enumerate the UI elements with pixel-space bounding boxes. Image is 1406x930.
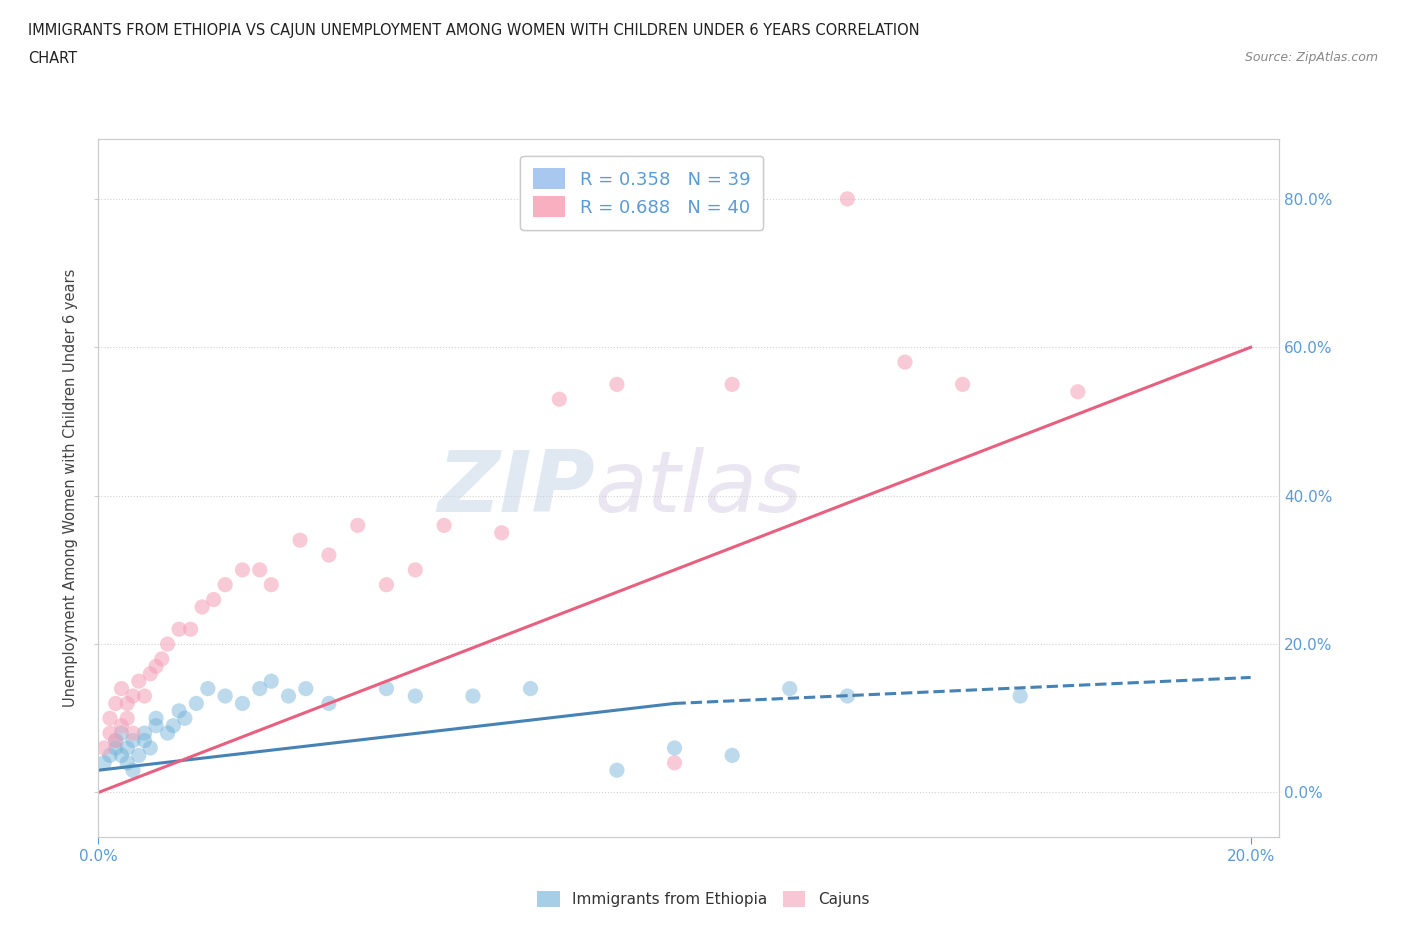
- Point: [122, 725, 145, 740]
- Text: IMMIGRANTS FROM ETHIOPIA VS CAJUN UNEMPLOYMENT AMONG WOMEN WITH CHILDREN UNDER 6: IMMIGRANTS FROM ETHIOPIA VS CAJUN UNEMPL…: [28, 23, 920, 38]
- Point: [115, 696, 138, 711]
- Legend: R = 0.358   N = 39, R = 0.688   N = 40: R = 0.358 N = 39, R = 0.688 N = 40: [520, 155, 763, 230]
- Point: [491, 525, 513, 540]
- Point: [346, 518, 368, 533]
- Point: [104, 733, 127, 748]
- Point: [375, 681, 398, 696]
- Point: [122, 688, 145, 703]
- Point: [186, 696, 208, 711]
- Point: [519, 681, 541, 696]
- Text: atlas: atlas: [595, 446, 803, 530]
- Y-axis label: Unemployment Among Women with Children Under 6 years: Unemployment Among Women with Children U…: [63, 269, 79, 708]
- Point: [231, 563, 253, 578]
- Point: [145, 658, 167, 673]
- Point: [249, 563, 271, 578]
- Point: [837, 688, 859, 703]
- Point: [214, 688, 236, 703]
- Point: [167, 622, 190, 637]
- Point: [260, 673, 283, 688]
- Point: [110, 718, 132, 733]
- Point: [156, 637, 179, 652]
- Point: [214, 578, 236, 592]
- Point: [249, 681, 271, 696]
- Point: [231, 696, 253, 711]
- Legend: Immigrants from Ethiopia, Cajuns: Immigrants from Ethiopia, Cajuns: [530, 884, 876, 913]
- Point: [115, 711, 138, 725]
- Point: [375, 578, 398, 592]
- Point: [110, 748, 132, 763]
- Point: [779, 681, 801, 696]
- Point: [837, 192, 859, 206]
- Point: [721, 748, 744, 763]
- Point: [98, 725, 121, 740]
- Point: [110, 681, 132, 696]
- Text: Source: ZipAtlas.com: Source: ZipAtlas.com: [1244, 51, 1378, 64]
- Point: [202, 592, 225, 607]
- Point: [277, 688, 299, 703]
- Point: [145, 718, 167, 733]
- Point: [150, 652, 173, 667]
- Point: [664, 740, 686, 755]
- Point: [134, 733, 156, 748]
- Point: [104, 733, 127, 748]
- Point: [404, 563, 426, 578]
- Point: [173, 711, 195, 725]
- Point: [180, 622, 202, 637]
- Point: [98, 711, 121, 725]
- Point: [318, 548, 340, 563]
- Point: [404, 688, 426, 703]
- Point: [134, 725, 156, 740]
- Point: [162, 718, 184, 733]
- Point: [1010, 688, 1032, 703]
- Point: [128, 748, 150, 763]
- Point: [139, 666, 162, 681]
- Point: [433, 518, 456, 533]
- Point: [295, 681, 318, 696]
- Text: CHART: CHART: [28, 51, 77, 66]
- Point: [104, 696, 127, 711]
- Point: [128, 673, 150, 688]
- Point: [93, 740, 115, 755]
- Point: [461, 688, 484, 703]
- Point: [134, 688, 156, 703]
- Point: [606, 377, 628, 392]
- Point: [894, 354, 917, 369]
- Point: [548, 392, 571, 406]
- Point: [191, 600, 214, 615]
- Point: [145, 711, 167, 725]
- Point: [1067, 384, 1090, 399]
- Point: [115, 755, 138, 770]
- Point: [93, 755, 115, 770]
- Point: [122, 733, 145, 748]
- Point: [110, 725, 132, 740]
- Point: [122, 763, 145, 777]
- Point: [952, 377, 974, 392]
- Point: [139, 740, 162, 755]
- Point: [664, 755, 686, 770]
- Point: [260, 578, 283, 592]
- Point: [156, 725, 179, 740]
- Point: [98, 748, 121, 763]
- Point: [288, 533, 311, 548]
- Point: [167, 703, 190, 718]
- Point: [104, 740, 127, 755]
- Point: [721, 377, 744, 392]
- Text: ZIP: ZIP: [437, 446, 595, 530]
- Point: [606, 763, 628, 777]
- Point: [197, 681, 219, 696]
- Point: [318, 696, 340, 711]
- Point: [115, 740, 138, 755]
